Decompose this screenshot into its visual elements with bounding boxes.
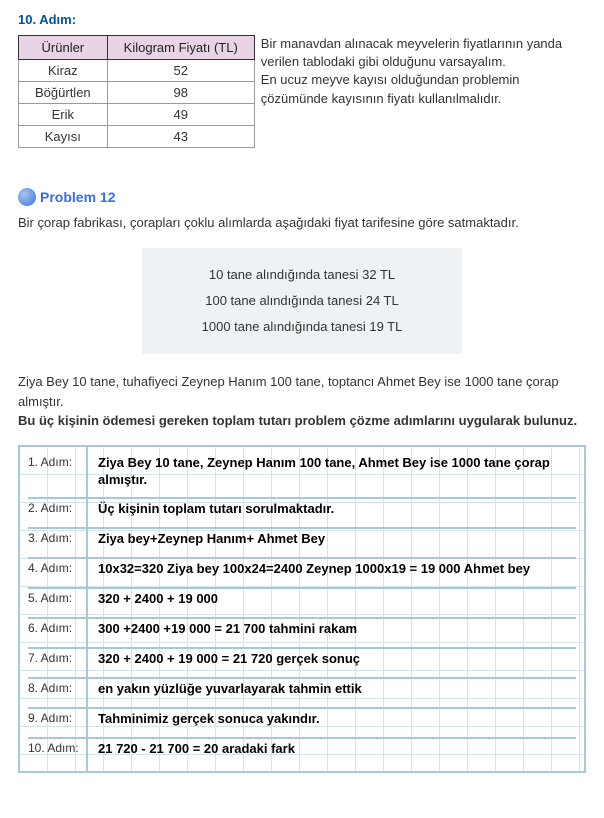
top-section: Ürünler Kilogram Fiyatı (TL) Kiraz 52 Bö… (18, 35, 586, 148)
tariff-line: 100 tane alındığında tanesi 24 TL (152, 288, 452, 314)
table-cell: 43 (107, 126, 254, 148)
step-row: 8. Adım:en yakın yüzlüğe yuvarlayarak ta… (28, 677, 576, 707)
table-cell: 98 (107, 82, 254, 104)
table-row: Böğürtlen 98 (19, 82, 255, 104)
side-explanation: Bir manavdan alınacak meyvelerin fiyatla… (261, 35, 586, 148)
step-number: 2. Adım: (28, 499, 86, 515)
step-row: 4. Adım:10x32=320 Ziya bey 100x24=2400 Z… (28, 557, 576, 587)
step-row: 10. Adım:21 720 - 21 700 = 20 aradaki fa… (28, 737, 576, 767)
step-row: 7. Adım:320 + 2400 + 19 000 = 21 720 ger… (28, 647, 576, 677)
step-number: 10. Adım: (28, 739, 86, 755)
problem-intro: Bir çorap fabrikası, çorapları çoklu alı… (18, 214, 586, 232)
step-number: 6. Adım: (28, 619, 86, 635)
step-number: 7. Adım: (28, 649, 86, 665)
table-cell: Kayısı (19, 126, 108, 148)
steps-grid: 1. Adım:Ziya Bey 10 tane, Zeynep Hanım 1… (18, 445, 586, 773)
step-content: 320 + 2400 + 19 000 (86, 589, 576, 608)
table-cell: Erik (19, 104, 108, 126)
problem-marker-icon (18, 188, 36, 206)
table-cell: Kiraz (19, 60, 108, 82)
step-number: 4. Adım: (28, 559, 86, 575)
step-row: 6. Adım:300 +2400 +19 000 = 21 700 tahmi… (28, 617, 576, 647)
table-cell: Böğürtlen (19, 82, 108, 104)
side-text-2: En ucuz meyve kayısı olduğundan problemi… (261, 72, 520, 105)
step-number: 9. Adım: (28, 709, 86, 725)
problem-label: Problem 12 (40, 189, 115, 205)
step-row: 2. Adım:Üç kişinin toplam tutarı sorulma… (28, 497, 576, 527)
step-number: 3. Adım: (28, 529, 86, 545)
step-content: Ziya bey+Zeynep Hanım+ Ahmet Bey (86, 529, 576, 548)
tariff-box: 10 tane alındığında tanesi 32 TL 100 tan… (142, 248, 462, 354)
step-row: 9. Adım:Tahminimiz gerçek sonuca yakındı… (28, 707, 576, 737)
table-header-row: Ürünler Kilogram Fiyatı (TL) (19, 36, 255, 60)
step-row: 5. Adım:320 + 2400 + 19 000 (28, 587, 576, 617)
step-content: Ziya Bey 10 tane, Zeynep Hanım 100 tane,… (86, 453, 576, 489)
tariff-line: 1000 tane alındığında tanesi 19 TL (152, 314, 452, 340)
step-row: 1. Adım:Ziya Bey 10 tane, Zeynep Hanım 1… (28, 453, 576, 497)
step-number: 5. Adım: (28, 589, 86, 605)
side-text-1: Bir manavdan alınacak meyvelerin fiyatla… (261, 36, 562, 69)
step-content: 21 720 - 21 700 = 20 aradaki fark (86, 739, 576, 758)
step-content: 320 + 2400 + 19 000 = 21 720 gerçek sonu… (86, 649, 576, 668)
step-content: Tahminimiz gerçek sonuca yakındır. (86, 709, 576, 728)
table-row: Kayısı 43 (19, 126, 255, 148)
table-header: Ürünler (19, 36, 108, 60)
step-row: 3. Adım:Ziya bey+Zeynep Hanım+ Ahmet Bey (28, 527, 576, 557)
table-row: Kiraz 52 (19, 60, 255, 82)
question-line-1: Ziya Bey 10 tane, tuhafiyeci Zeynep Hanı… (18, 374, 559, 409)
top-step-label: 10. Adım: (18, 12, 586, 27)
tariff-line: 10 tane alındığında tanesi 32 TL (152, 262, 452, 288)
step-content: Üç kişinin toplam tutarı sorulmaktadır. (86, 499, 576, 518)
question-line-2: Bu üç kişinin ödemesi gereken toplam tut… (18, 413, 577, 428)
step-content: 10x32=320 Ziya bey 100x24=2400 Zeynep 10… (86, 559, 576, 578)
step-number: 8. Adım: (28, 679, 86, 695)
table-row: Erik 49 (19, 104, 255, 126)
step-content: 300 +2400 +19 000 = 21 700 tahmini rakam (86, 619, 576, 638)
table-header: Kilogram Fiyatı (TL) (107, 36, 254, 60)
step-content: en yakın yüzlüğe yuvarlayarak tahmin ett… (86, 679, 576, 698)
table-cell: 49 (107, 104, 254, 126)
problem-heading: Problem 12 (18, 188, 586, 206)
price-table: Ürünler Kilogram Fiyatı (TL) Kiraz 52 Bö… (18, 35, 255, 148)
question-block: Ziya Bey 10 tane, tuhafiyeci Zeynep Hanı… (18, 372, 586, 431)
step-number: 1. Adım: (28, 453, 86, 469)
table-cell: 52 (107, 60, 254, 82)
